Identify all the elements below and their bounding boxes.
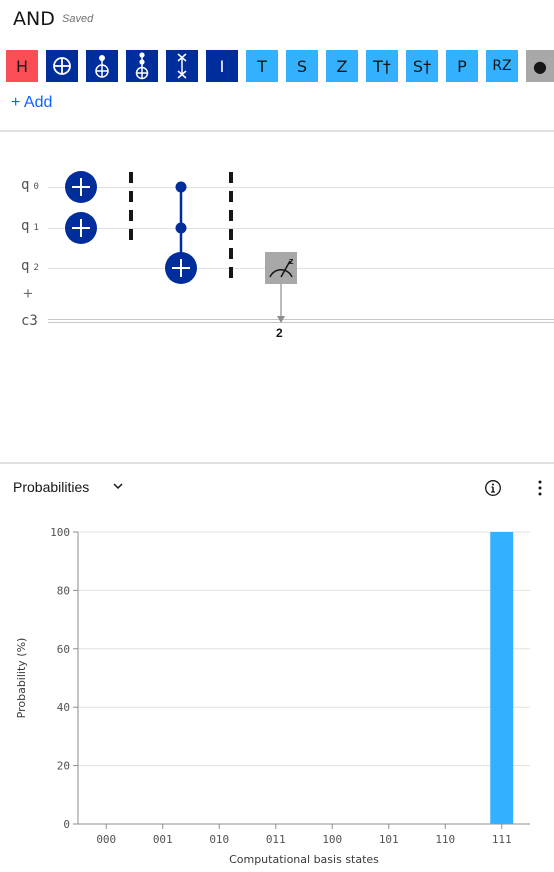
y-tick-label: 20 — [57, 760, 70, 773]
cnot-gate-button[interactable] — [46, 50, 78, 82]
viz-dropdown-label[interactable]: Probabilities — [13, 479, 90, 495]
y-axis-title: Probability (%) — [15, 638, 28, 719]
qubit-wire-0 — [48, 187, 554, 188]
probability-chart: 0 20 40 60 80 100 000 001 010 011 100 101 110 111 Comp… — [15, 526, 530, 866]
ccnot-gate-button[interactable] — [126, 50, 158, 82]
p-gate-button[interactable]: P — [446, 50, 478, 82]
x-tick-label: 000 — [96, 833, 116, 846]
s-gate-label: S — [296, 56, 308, 76]
x-tick-label: 010 — [209, 833, 229, 846]
t-gate-button[interactable]: T — [246, 50, 278, 82]
cnot-icon — [53, 57, 71, 75]
swap-icon — [177, 53, 187, 79]
control-dot-icon: ● — [533, 56, 547, 76]
y-tick-label: 80 — [57, 584, 70, 597]
qubit-index: 2 — [33, 263, 39, 273]
header: AND Saved — [0, 0, 554, 40]
t-gate-label: T — [257, 56, 267, 76]
x-gate-q0[interactable] — [65, 171, 97, 203]
measure-target-label: 2 — [276, 326, 283, 340]
x-tick-label: 100 — [322, 833, 342, 846]
s-gate-button[interactable]: S — [286, 50, 318, 82]
save-status: Saved — [62, 13, 94, 25]
sdg-gate-button[interactable]: S† — [406, 50, 438, 82]
identity-gate-label: I — [219, 56, 225, 76]
classical-wire-bottom — [48, 322, 554, 323]
viz-divider — [0, 462, 554, 464]
measure-gate[interactable]: z — [265, 252, 297, 323]
toffoli-icon — [95, 55, 109, 78]
qubit-index: 1 — [33, 223, 39, 233]
bar[interactable] — [490, 532, 514, 824]
z-gate-label: Z — [336, 56, 348, 76]
h-gate-label: H — [15, 56, 29, 76]
x-axis-title: Computational basis states — [229, 853, 379, 866]
qubit-wire-1 — [48, 228, 554, 229]
qubit-name: q — [21, 218, 30, 234]
rz-gate-label: RZ — [492, 58, 512, 74]
overflow-menu-icon[interactable] — [532, 478, 548, 498]
qubit-name: q — [21, 258, 30, 274]
toffoli-gate-button[interactable] — [86, 50, 118, 82]
svg-text:z: z — [289, 256, 294, 266]
z-gate-button[interactable]: Z — [326, 50, 358, 82]
add-qubit-button[interactable]: + — [23, 284, 33, 303]
tdg-gate-label: T† — [373, 56, 391, 76]
control-gate-button[interactable]: ● — [526, 50, 554, 82]
circuit-gates: z — [65, 171, 297, 323]
qubit-name: q — [21, 177, 30, 193]
x-tick-label: 110 — [435, 833, 455, 846]
h-gate-button[interactable]: H — [6, 50, 38, 82]
sdg-gate-label: S† — [412, 56, 432, 76]
x-tick-label: 001 — [153, 833, 173, 846]
tdg-gate-button[interactable]: T† — [366, 50, 398, 82]
y-tick-label: 100 — [50, 526, 70, 539]
circuit-title[interactable]: AND — [13, 8, 55, 30]
y-tick-label: 0 — [63, 818, 70, 831]
classical-wire-top — [48, 319, 554, 320]
add-gate-link[interactable]: + Add — [11, 94, 53, 111]
palette-divider — [0, 130, 554, 132]
y-tick-label: 40 — [57, 701, 70, 714]
toffoli-gate[interactable] — [165, 181, 197, 285]
x-gate-q1[interactable] — [65, 212, 97, 244]
p-gate-label: P — [457, 56, 467, 76]
classical-register-label: c3 — [21, 313, 38, 329]
rz-gate-button[interactable]: RZ — [486, 50, 518, 82]
qubit-wire-2 — [48, 268, 554, 269]
swap-gate-button[interactable] — [166, 50, 198, 82]
qubit-index: 0 — [33, 182, 39, 192]
identity-gate-button[interactable]: I — [206, 50, 238, 82]
chevron-down-icon[interactable] — [110, 478, 126, 494]
y-tick-label: 60 — [57, 643, 70, 656]
x-tick-label: 011 — [266, 833, 286, 846]
x-tick-label: 101 — [379, 833, 399, 846]
ccnot-icon — [135, 52, 149, 80]
gate-palette: H I T S Z T† S† P RZ ● — [0, 50, 554, 84]
info-icon[interactable] — [484, 479, 502, 497]
x-tick-label: 111 — [492, 833, 512, 846]
